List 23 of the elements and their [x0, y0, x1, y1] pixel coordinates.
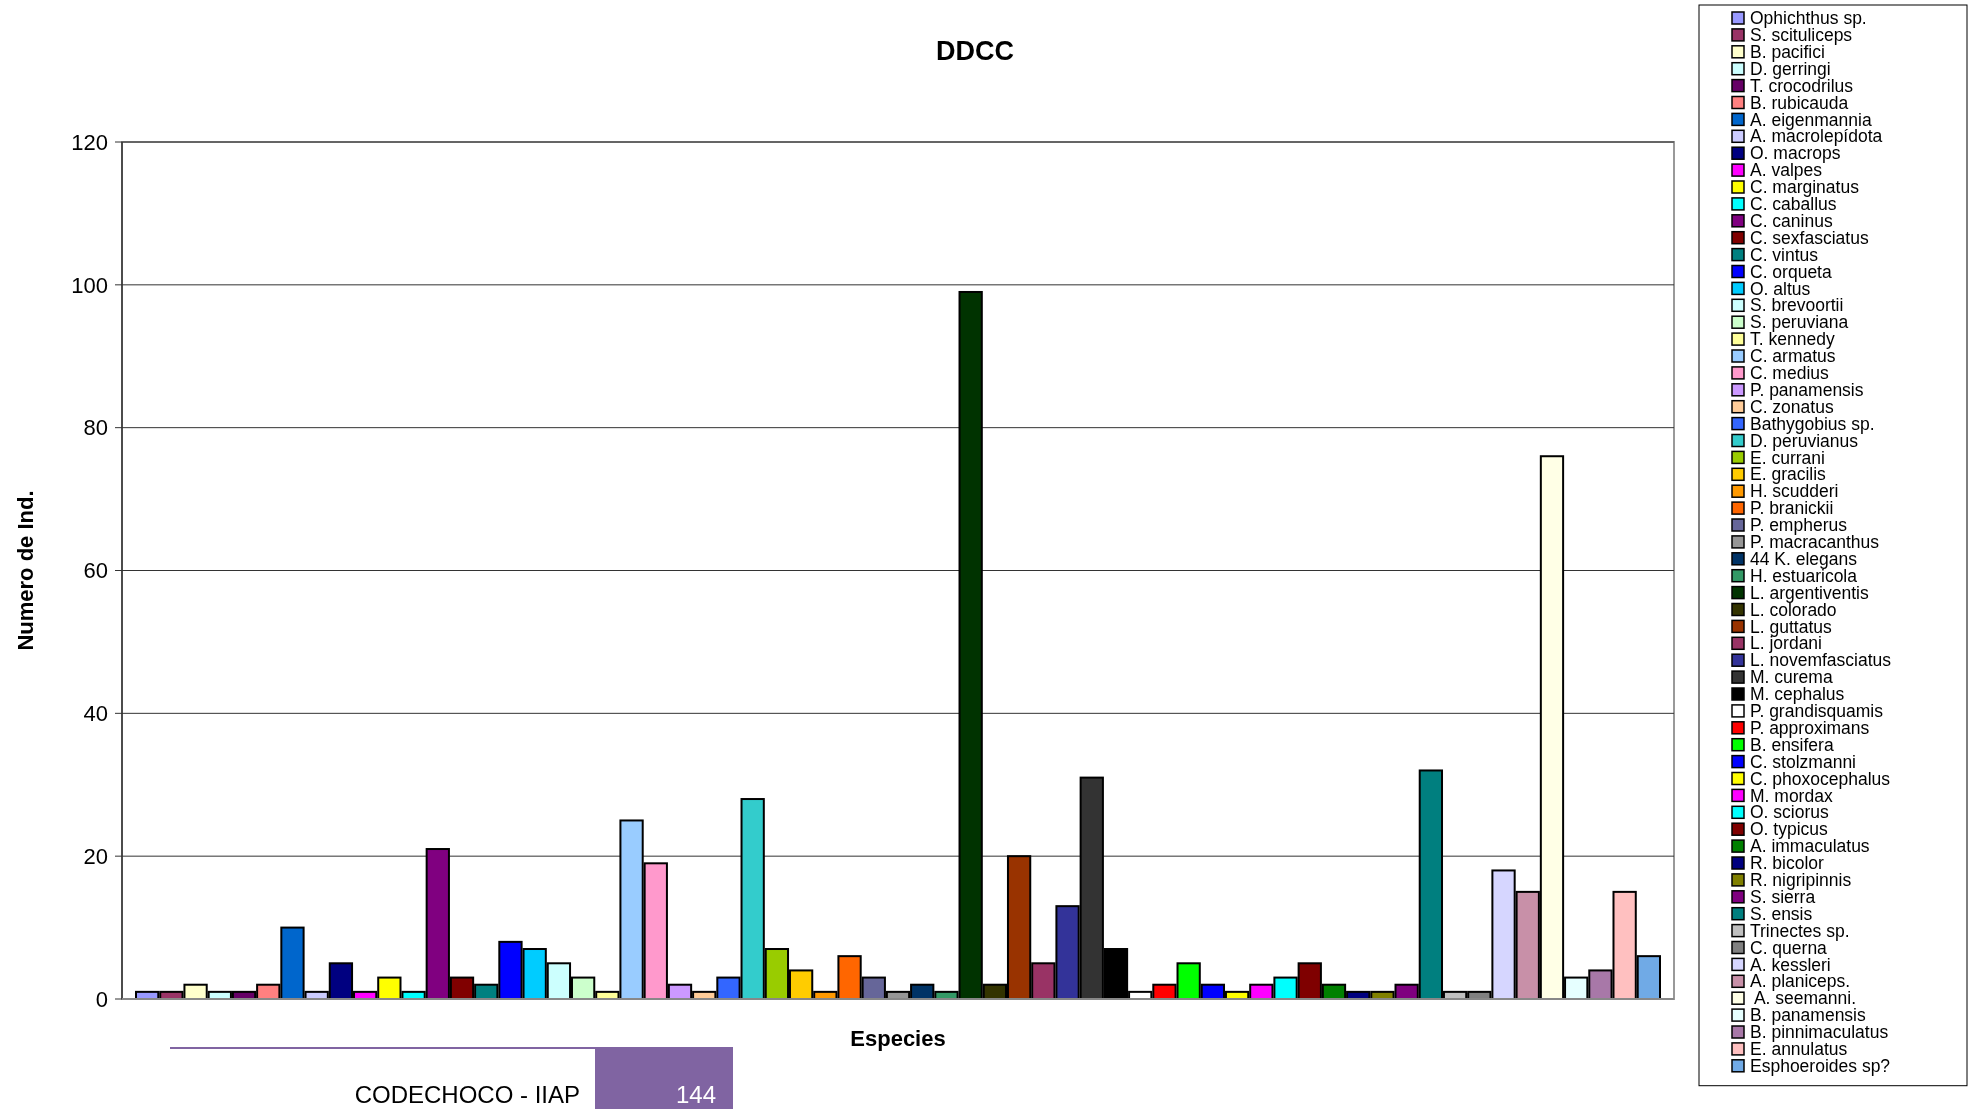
y-tick-label: 80: [83, 415, 108, 441]
y-axis-title: Numero de Ind.: [13, 490, 38, 651]
legend-label: B. pacifici: [1750, 41, 1825, 62]
legend-label: A. planiceps.: [1750, 971, 1851, 992]
legend-label: L. argentiventis: [1750, 582, 1869, 603]
legend-label: Esphoeroides sp?: [1750, 1055, 1891, 1076]
legend-label: B. panamensis: [1750, 1005, 1867, 1026]
legend-label: A. valpes: [1750, 160, 1823, 181]
legend-label: Bathygobius sp.: [1750, 413, 1875, 434]
y-tick-label: 120: [71, 129, 108, 155]
x-axis-title: Especies: [850, 1026, 946, 1051]
y-tick-label: 100: [71, 272, 108, 298]
y-tick-label: 20: [83, 843, 108, 869]
legend-label: Ophichthus sp.: [1750, 8, 1867, 29]
text: 144: [675, 1081, 716, 1108]
chart-title: DDCC: [936, 36, 1014, 66]
legend-label: L. guttatus: [1750, 616, 1832, 637]
y-tick-label: 60: [83, 558, 108, 584]
text: CODECHOCO - IIAP: [354, 1081, 580, 1108]
y-tick-label: 40: [83, 701, 108, 727]
legend-label: E. gracilis: [1750, 464, 1827, 485]
y-tick-label: 0: [95, 986, 108, 1012]
legend-label: 44 K. elegans: [1750, 548, 1858, 569]
